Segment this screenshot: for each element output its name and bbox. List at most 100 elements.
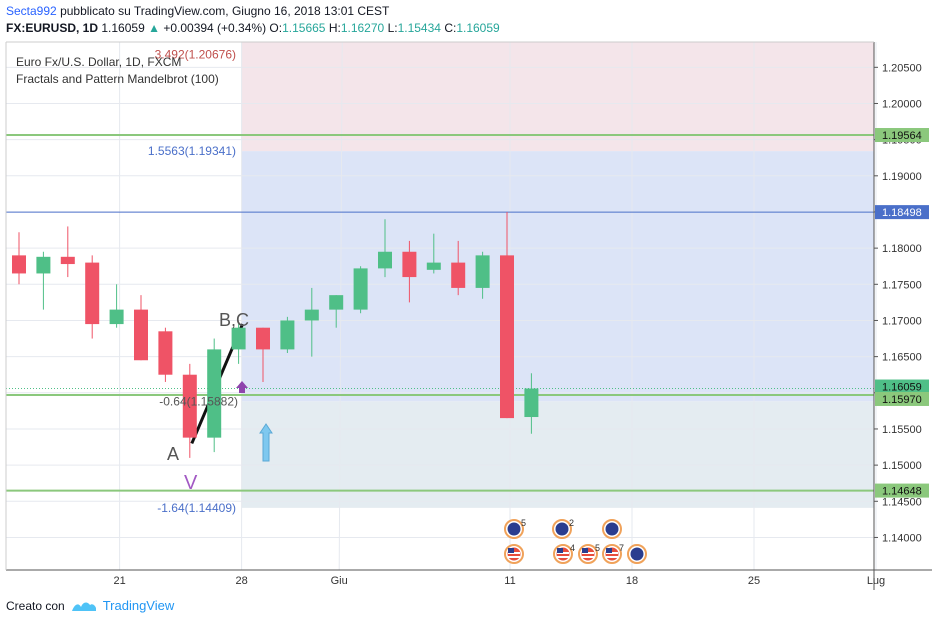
candle-body: [280, 320, 295, 350]
candle-body: [158, 331, 173, 375]
price-tag: [875, 379, 929, 394]
price-tag-label: 1.18498: [882, 207, 922, 219]
candle-body: [329, 295, 344, 310]
event-count: 7: [619, 543, 624, 553]
fib-zone-bottom: [242, 401, 874, 508]
price-tag-label: 1.15970: [882, 394, 922, 406]
us-flag-canton: [508, 548, 514, 553]
candle-body: [60, 256, 75, 265]
eu-event-icon[interactable]: [627, 544, 647, 564]
price-tag: [875, 391, 929, 406]
candle-body: [36, 256, 51, 274]
x-tick-label: 25: [748, 575, 760, 587]
publish-info: pubblicato su TradingView.com, Giugno 16…: [60, 4, 390, 18]
us-event-icon[interactable]: 5: [578, 543, 600, 564]
high-label: H:: [328, 21, 341, 35]
eu-event-icon[interactable]: 5: [504, 518, 526, 539]
candle-body: [378, 251, 392, 269]
us-event-icon[interactable]: 4: [553, 543, 575, 564]
low-value: 1.15434: [397, 21, 441, 35]
event-count: 2: [569, 518, 574, 528]
pattern-label-a: A: [167, 444, 179, 464]
eu-event-icon[interactable]: 2: [552, 518, 574, 539]
y-tick-label: 1.15500: [882, 424, 922, 436]
y-tick-label: 1.16500: [882, 352, 922, 364]
y-tick-label: 1.15000: [882, 460, 922, 472]
signal-up-arrow-icon: [259, 423, 273, 462]
created-with-label: Creato con: [6, 598, 65, 613]
fib-level-label: 1.5563(1.19341): [148, 144, 236, 158]
price-tag: [875, 128, 929, 143]
change-value: +0.00394 (+0.34%): [163, 21, 267, 35]
candle-body: [524, 388, 539, 418]
us-event-icon[interactable]: [504, 544, 524, 564]
eu-flag: [605, 522, 619, 536]
x-tick-label: 21: [113, 575, 125, 587]
candle-body: [85, 262, 100, 325]
us-flag-stripe: [557, 556, 569, 558]
candle-body: [182, 374, 197, 438]
fractal-up-arrow-icon: [236, 381, 248, 393]
event-count: 5: [521, 518, 526, 528]
x-tick-label: 28: [235, 575, 247, 587]
candle-body: [134, 309, 148, 361]
fib-zone-middle: [242, 151, 874, 402]
eu-flag: [630, 547, 644, 561]
candle-body: [256, 327, 270, 350]
last-price: 1.16059: [101, 21, 145, 35]
candle-body: [207, 349, 222, 438]
price-tag-label: 1.14648: [882, 486, 922, 498]
us-flag-stripe: [582, 556, 594, 558]
legend-symbol: Euro Fx/U.S. Dollar, 1D, FXCM: [16, 55, 181, 69]
symbol-label: FX:EURUSD, 1D: [6, 21, 99, 35]
price-tag: [875, 205, 929, 220]
x-tick-label: 18: [626, 575, 638, 587]
y-tick-label: 1.14000: [882, 532, 922, 544]
fib-zone-top: [242, 42, 874, 152]
y-tick-label: 1.20000: [882, 98, 922, 110]
author-link[interactable]: Secta992: [6, 4, 57, 18]
candle-body: [402, 251, 417, 278]
event-count: 4: [570, 543, 575, 553]
close-label: C:: [444, 21, 457, 35]
x-tick-label: Lug: [867, 575, 885, 587]
candle-body: [451, 262, 466, 288]
us-flag-canton: [557, 548, 563, 553]
footer: Creato con TradingView: [6, 598, 174, 613]
tradingview-brand-link[interactable]: TradingView: [102, 598, 175, 613]
ohlc-line: FX:EURUSD, 1D 1.16059 ▲ +0.00394 (+0.34%…: [6, 21, 500, 35]
y-tick-label: 1.18000: [882, 243, 922, 255]
close-value: 1.16059: [456, 21, 500, 35]
y-tick-label: 1.19000: [882, 171, 922, 183]
us-flag-stripe: [606, 556, 618, 558]
tradingview-logo-icon: [71, 602, 96, 611]
candle-body: [12, 255, 26, 274]
pattern-label-v: V: [184, 472, 198, 494]
us-flag-canton: [606, 548, 612, 553]
open-label: O:: [269, 21, 283, 35]
candle-body: [426, 262, 441, 270]
price-tag: [875, 483, 929, 498]
event-count: 5: [595, 543, 600, 553]
y-tick-label: 1.17500: [882, 279, 922, 291]
price-tag-label: 1.16059: [882, 382, 922, 394]
eu-flag: [555, 522, 569, 536]
x-tick-label: Giu: [331, 575, 348, 587]
price-tag-label: 1.19564: [882, 130, 922, 142]
candle-body: [231, 327, 246, 350]
candle-body: [304, 309, 319, 321]
us-flag-stripe: [508, 556, 520, 558]
y-tick-label: 1.17000: [882, 315, 922, 327]
eu-event-icon[interactable]: [602, 519, 622, 539]
publish-line: Secta992 pubblicato su TradingView.com, …: [6, 4, 389, 18]
fib-level-label: 3.492(1.20676): [155, 48, 236, 62]
open-value: 1.15665: [282, 21, 326, 35]
candle-body: [109, 309, 124, 325]
pattern-label-bc: B,C: [219, 310, 249, 330]
legend-indicator: Fractals and Pattern Mandelbrot (100): [16, 72, 219, 86]
high-value: 1.16270: [340, 21, 385, 35]
low-label: L:: [387, 21, 398, 35]
candle-body: [500, 255, 514, 419]
us-event-icon[interactable]: 7: [602, 543, 624, 564]
